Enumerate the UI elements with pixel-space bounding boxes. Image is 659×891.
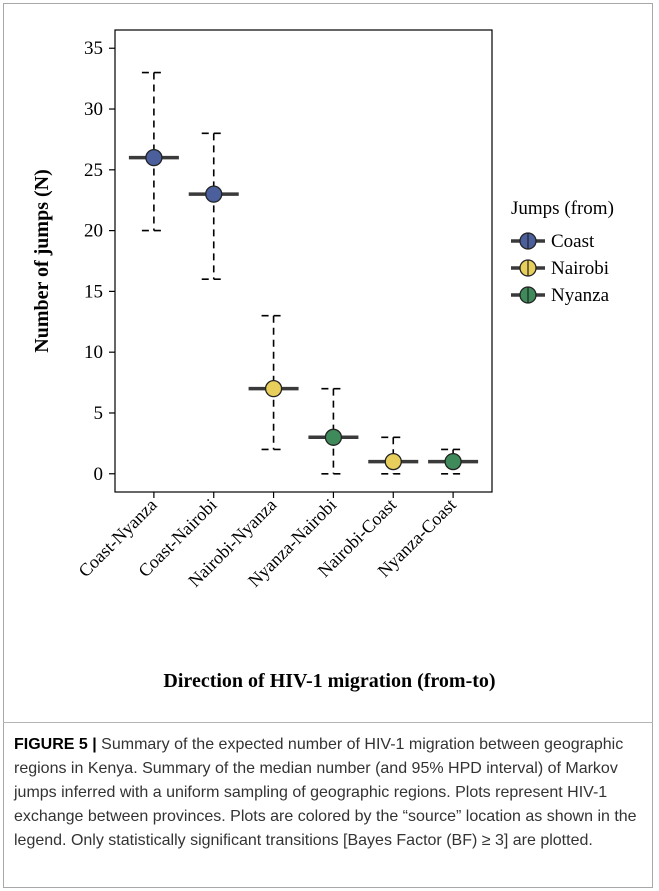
data-point-group	[248, 314, 299, 451]
y-tick-label: 35	[84, 38, 103, 59]
legend-title: Jumps (from)	[511, 198, 614, 219]
legend-label: Nairobi	[551, 258, 609, 279]
y-tick-label: 25	[84, 160, 103, 181]
x-axis: Coast-NyanzaCoast-NairobiNairobi-NyanzaN…	[74, 492, 460, 591]
x-axis-title: Direction of HIV-1 migration (from-to)	[163, 670, 496, 692]
median-point	[264, 380, 283, 398]
y-tick-label: 15	[84, 281, 103, 302]
legend-key	[511, 232, 545, 250]
y-axis: 0 5 10 15 20 25 30 35	[84, 38, 115, 485]
caption-divider	[3, 722, 653, 723]
figure-panel	[3, 3, 653, 888]
y-tick-label: 30	[84, 99, 103, 120]
figure-label: FIGURE 5 |	[14, 736, 97, 753]
data-point-group	[308, 387, 359, 475]
figure-caption: FIGURE 5 | Summary of the expected numbe…	[14, 733, 642, 853]
median-point	[444, 452, 462, 471]
median-point	[205, 185, 223, 203]
chart-marks	[128, 71, 479, 475]
median-point	[145, 149, 163, 167]
median-point	[324, 428, 343, 446]
y-axis-title: Number of jumps (N)	[31, 169, 53, 353]
legend-key	[511, 286, 545, 304]
legend-key	[511, 259, 545, 277]
data-point-group	[128, 71, 179, 232]
y-tick-label: 0	[94, 464, 104, 485]
data-point-group	[428, 448, 479, 475]
y-tick-label: 10	[84, 342, 103, 363]
plot-area-frame	[114, 29, 493, 493]
legend-label: Coast	[551, 231, 595, 252]
data-point-group	[368, 436, 419, 475]
caption-text: Summary of the expected number of HIV-1 …	[14, 736, 637, 849]
y-tick-label: 20	[84, 221, 103, 242]
legend-label: Nyanza	[551, 285, 610, 306]
median-point	[384, 452, 402, 471]
legend: Jumps (from) Coast Nairobi Nyanza	[511, 198, 614, 306]
y-tick-label: 5	[94, 403, 104, 424]
data-point-group	[188, 132, 239, 281]
